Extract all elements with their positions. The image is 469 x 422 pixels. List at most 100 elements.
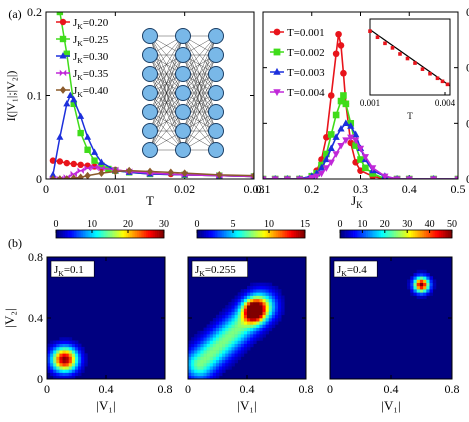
inset-point: [383, 41, 387, 46]
heatmap-cell: [78, 362, 82, 367]
heatmap-cell: [222, 314, 226, 319]
data-point: [63, 50, 70, 57]
heatmap-cell: [262, 308, 266, 312]
heatmap-cell: [268, 301, 273, 306]
heatmap-cell: [78, 353, 82, 357]
heatmap-cell: [234, 324, 238, 328]
nn-node: [142, 66, 158, 82]
colorbar-segment: [283, 230, 286, 238]
heatmap-cell: [68, 375, 73, 380]
heatmap-cell: [237, 311, 242, 316]
heatmap-cell: [429, 282, 434, 287]
heatmap-cell: [65, 340, 70, 344]
heatmap-cell: [274, 314, 279, 319]
heatmap-cell: [413, 292, 417, 296]
heatmap-cell: [81, 359, 85, 364]
heatmap-cell: [407, 279, 411, 283]
heatmap-cell: [429, 289, 434, 293]
heatmap-cell: [234, 318, 238, 322]
colorbar-segment: [444, 230, 447, 238]
heatmap-cell: [413, 276, 417, 280]
colorbar-segment: [243, 230, 246, 238]
heatmap-cell: [271, 298, 276, 303]
heatmap-cell: [215, 350, 220, 354]
heatmap-cell: [56, 350, 60, 354]
heatmap-cell: [68, 346, 73, 351]
colorbar-segment: [354, 230, 358, 238]
heatmap-cell: [222, 308, 226, 312]
heatmap-cell: [243, 340, 248, 344]
heatmap-cell: [65, 366, 70, 370]
colorbar-segment: [343, 230, 346, 238]
colorbar-segment: [442, 230, 445, 238]
heatmap-cell: [274, 298, 279, 303]
heatmap-cell: [250, 334, 254, 338]
legend-entry-0: JK=0.20: [56, 17, 109, 31]
heatmap-cell: [203, 372, 207, 377]
heatmap-cell: [215, 346, 220, 351]
heatmap-cell: [247, 305, 251, 309]
heatmap-cell: [209, 369, 214, 373]
colorbar-segment: [396, 230, 399, 238]
colorbar-segment: [285, 230, 288, 238]
heatmap-cell: [212, 356, 217, 361]
colorbar-segment: [450, 230, 453, 238]
colorbar-segment: [366, 230, 369, 238]
heatmap-cell: [59, 375, 63, 380]
heatmap-cell: [62, 343, 66, 348]
colorbar-segment: [234, 230, 237, 238]
label-box: [333, 260, 378, 278]
heatmap-cell: [228, 334, 232, 338]
heatmap-cell: [268, 327, 273, 332]
heatmap-cell: [71, 366, 76, 370]
heatmap-cell: [259, 289, 263, 293]
legend-marker: [59, 86, 67, 94]
heatmap-cell: [200, 330, 204, 335]
heatmap-cell: [413, 282, 417, 287]
heatmap-cell: [209, 343, 214, 348]
data-point: [49, 175, 57, 179]
heatmap-cell: [247, 327, 251, 332]
heatmap-cell: [47, 369, 51, 373]
a-right-ytick-label: 0: [466, 172, 469, 186]
heatmap-cell: [215, 366, 220, 370]
heatmap-cell: [47, 362, 51, 367]
heatmap-cell: [274, 321, 279, 325]
inset-point: [405, 56, 410, 61]
heatmap-cell: [237, 356, 242, 361]
colorbar-segment: [93, 230, 96, 238]
colorbar-segment: [231, 230, 234, 238]
heatmap-cell: [407, 282, 411, 287]
data-point: [337, 124, 345, 132]
heatmap-cell: [271, 305, 276, 309]
heatmap-cell: [215, 318, 220, 322]
heatmap-cell: [247, 340, 251, 344]
heatmap-cell: [426, 276, 430, 280]
data-point: [70, 170, 77, 178]
heatmap-cell: [50, 369, 54, 373]
colorbar-segment: [368, 230, 371, 238]
heatmap-cell: [281, 311, 285, 316]
colorbar-segment: [249, 230, 252, 238]
colorbar-tick-label: 0: [54, 219, 59, 230]
series-line-1: [263, 93, 458, 179]
heatmap-cell: [71, 343, 76, 348]
colorbar-segment: [102, 230, 105, 238]
colorbar-segment: [83, 230, 86, 238]
data-point: [56, 158, 64, 165]
heatmap-cell: [429, 279, 434, 283]
heatmap-cell: [259, 305, 263, 309]
heatmap-cell: [209, 372, 214, 377]
heatmap-cell: [219, 321, 223, 325]
heatmap-cell: [219, 366, 223, 370]
heatmap-cell: [278, 298, 282, 303]
heatmap-cell: [203, 346, 207, 351]
colorbar-tick-label: 0: [338, 219, 343, 230]
inset-xtick-label: 0.004: [435, 98, 456, 108]
nn-node: [208, 28, 224, 44]
heatmap-cell: [259, 292, 263, 296]
heatmap-cell: [237, 350, 242, 354]
heatmap-cell: [240, 295, 245, 300]
heatmap-cell: [243, 346, 248, 351]
